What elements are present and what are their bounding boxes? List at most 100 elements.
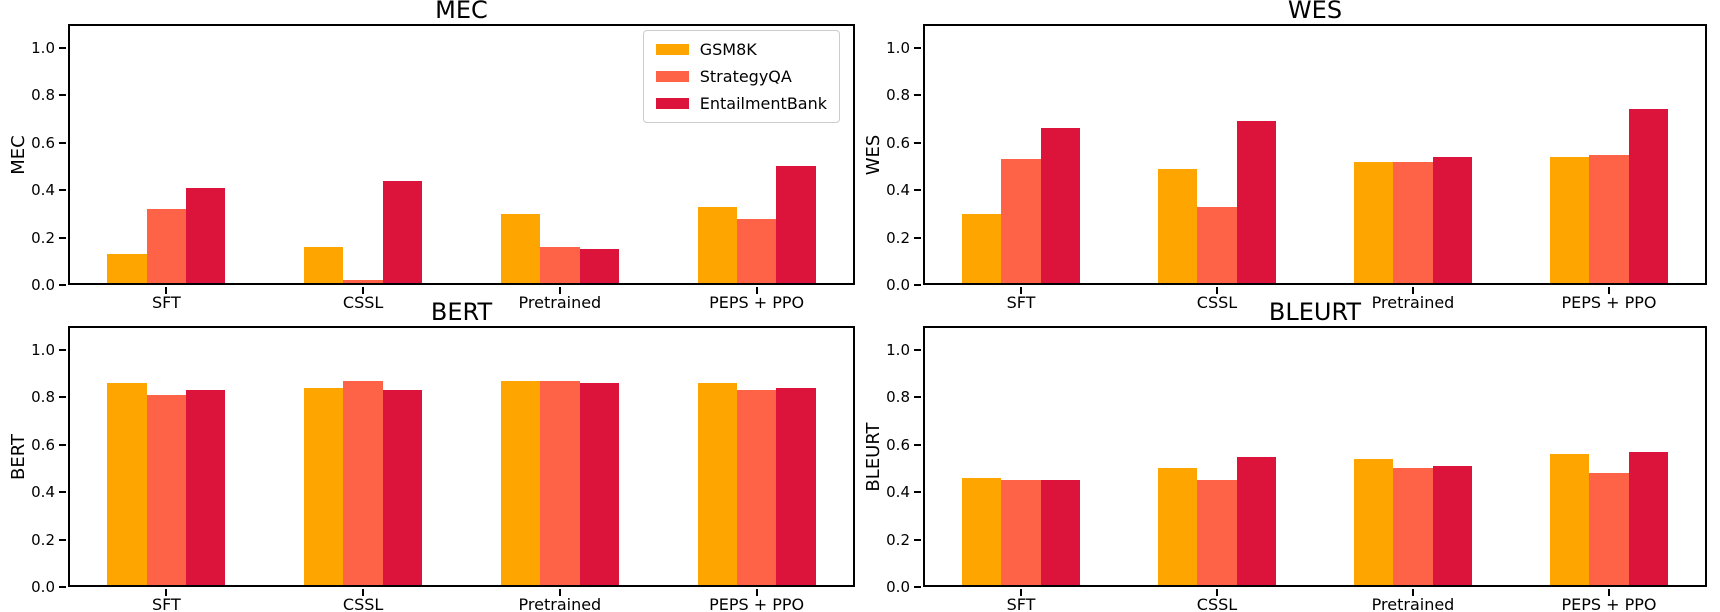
y-tick-mark (59, 443, 66, 446)
bar-strategyqa-peps-ppo (1589, 154, 1629, 285)
bar-entailmentbank-sft (186, 390, 226, 587)
y-tick-label: 0.6 (886, 133, 910, 152)
bar-entailmentbank-cssl (1236, 121, 1276, 285)
legend-item-gsm8k: GSM8K (655, 40, 827, 59)
legend-swatch-entailmentbank (655, 98, 689, 109)
x-tick-label-cssl: CSSL (342, 595, 384, 612)
x-tick-mark (755, 589, 758, 596)
y-tick-mark (914, 443, 921, 446)
x-tick-mark (362, 287, 365, 294)
x-tick-label-cssl: CSSL (342, 293, 384, 312)
bar-entailmentbank-cssl (1236, 456, 1276, 587)
bar-entailmentbank-peps-ppo (1628, 109, 1668, 285)
y-tick-mark (914, 538, 921, 541)
bar-strategyqa-sft (1001, 480, 1041, 587)
bar-gsm8k-peps-ppo (1550, 156, 1590, 285)
bar-entailmentbank-peps-ppo (776, 166, 816, 285)
y-tick-mark (59, 189, 66, 192)
bar-strategyqa-peps-ppo (736, 390, 777, 587)
x-tick-label-pretrained: Pretrained (1371, 293, 1455, 312)
bar-gsm8k-pretrained (1354, 161, 1394, 285)
x-tick-label-sft: SFT (151, 595, 181, 612)
y-tick-label: 1.0 (31, 340, 55, 359)
x-tick-label-sft: SFT (1006, 293, 1036, 312)
y-tick-mark (914, 284, 921, 286)
bar-gsm8k-sft (962, 477, 1002, 587)
bar-gsm8k-pretrained (1354, 458, 1394, 587)
bar-entailmentbank-pretrained (579, 382, 619, 587)
bar-strategyqa-pretrained (1393, 161, 1433, 285)
y-tick-label: 0.6 (31, 435, 55, 454)
y-tick-label: 0.4 (886, 181, 910, 200)
y-tick-label: 0.8 (31, 388, 55, 407)
x-tick-mark (1020, 589, 1022, 596)
subplot-title: BERT (430, 298, 493, 326)
bar-strategyqa-peps-ppo (736, 218, 777, 285)
y-tick-label: 0.0 (886, 578, 910, 596)
bar-gsm8k-cssl (1158, 168, 1198, 285)
x-tick-label-peps-ppo: PEPS + PPO (1561, 293, 1657, 312)
bar-strategyqa-cssl (343, 380, 383, 587)
y-axis-label: BLEURT (863, 421, 884, 492)
x-tick-label-pretrained: Pretrained (518, 293, 602, 312)
x-tick-label-peps-ppo: PEPS + PPO (709, 293, 805, 312)
bar-entailmentbank-pretrained (1432, 466, 1472, 587)
y-tick-mark (914, 348, 921, 351)
x-tick-label-cssl: CSSL (1196, 595, 1238, 612)
x-tick-mark (1608, 287, 1610, 294)
bar-entailmentbank-pretrained (1432, 156, 1472, 285)
bar-strategyqa-cssl (343, 280, 383, 285)
y-tick-label: 1.0 (886, 340, 910, 359)
x-tick-mark (1412, 287, 1414, 294)
y-tick-mark (914, 586, 921, 588)
x-tick-mark (362, 589, 365, 596)
bar-strategyqa-sft (146, 394, 187, 587)
bar-strategyqa-sft (1001, 159, 1041, 285)
y-tick-label: 0.4 (886, 483, 910, 502)
y-tick-label: 0.4 (31, 181, 55, 200)
bar-entailmentbank-pretrained (579, 249, 619, 285)
legend-swatch-strategyqa (655, 71, 689, 82)
plot-area: 0.0 0.2 0.4 0.6 0.8 1.0 SFT CSSL Pretrained PEPS … (31, 24, 855, 312)
y-tick-mark (59, 586, 66, 588)
bar-entailmentbank-cssl (382, 390, 423, 587)
y-tick-label: 0.6 (886, 435, 910, 454)
x-tick-mark (1412, 589, 1414, 596)
bar-entailmentbank-sft (1040, 480, 1080, 587)
bar-gsm8k-pretrained (500, 213, 541, 285)
plot-area: 0.0 0.2 0.4 0.6 0.8 1.0 SFT CSSL Pretrained PEPS … (886, 326, 1707, 612)
bar-strategyqa-pretrained (540, 247, 580, 285)
y-tick-label: 0.6 (31, 133, 55, 152)
legend-label-gsm8k: GSM8K (699, 40, 757, 59)
y-tick-mark (59, 141, 66, 144)
bar-strategyqa-pretrained (540, 380, 580, 587)
y-tick-label: 1.0 (886, 38, 910, 57)
bar-gsm8k-peps-ppo (697, 382, 737, 587)
y-tick-mark (59, 46, 66, 49)
legend-label-strategyqa: StrategyQA (699, 67, 792, 86)
bar-strategyqa-peps-ppo (1589, 473, 1629, 587)
bar-gsm8k-sft (962, 213, 1002, 285)
x-tick-mark (1216, 287, 1218, 294)
bar-gsm8k-sft (107, 254, 147, 285)
x-tick-mark (165, 287, 168, 294)
legend-item-strategyqa: StrategyQA (655, 67, 827, 86)
y-tick-label: 0.8 (886, 388, 910, 407)
x-tick-label-pretrained: Pretrained (518, 595, 602, 612)
bar-gsm8k-peps-ppo (697, 206, 737, 285)
y-tick-label: 0.0 (31, 578, 55, 596)
x-tick-label-pretrained: Pretrained (1371, 595, 1455, 612)
x-tick-label-sft: SFT (1006, 595, 1036, 612)
x-tick-label-peps-ppo: PEPS + PPO (1561, 595, 1657, 612)
y-tick-label: 0.2 (886, 530, 910, 549)
y-tick-mark (914, 189, 921, 192)
legend-swatch-gsm8k (655, 44, 689, 55)
y-tick-label: 0.0 (886, 276, 910, 294)
x-tick-mark (558, 589, 561, 596)
x-tick-mark (165, 589, 168, 596)
bar-gsm8k-cssl (304, 387, 344, 587)
x-tick-mark (558, 287, 561, 294)
